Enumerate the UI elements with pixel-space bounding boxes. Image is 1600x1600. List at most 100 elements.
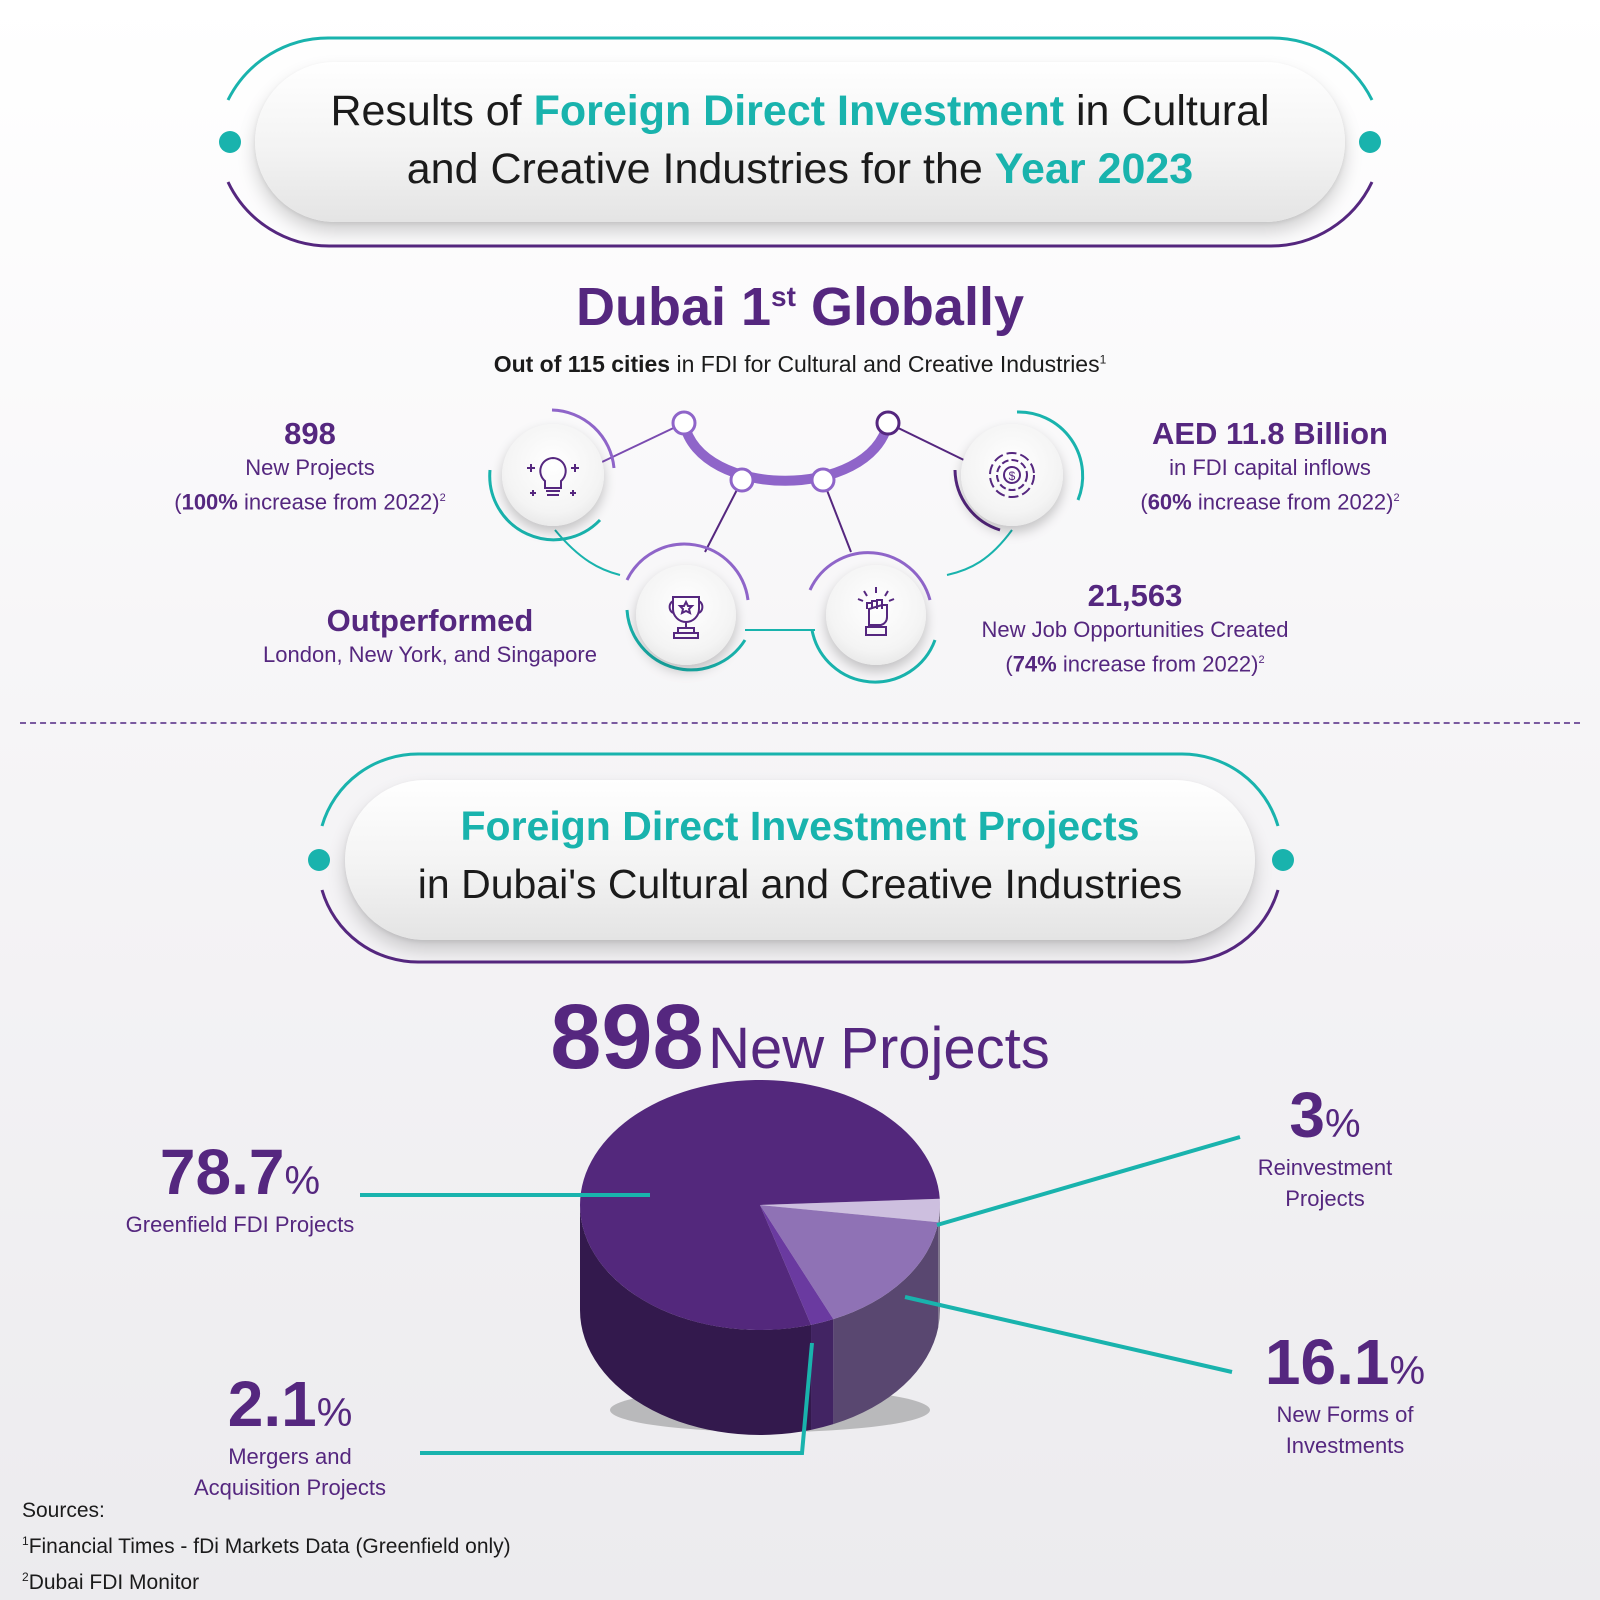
projects-circle <box>502 424 604 526</box>
label-reinvestment-line2: Projects <box>1285 1186 1365 1211</box>
capital-circle: $ <box>961 424 1063 526</box>
pct-reinvestment: 3 <box>1289 1079 1325 1151</box>
stat-jobs-label: New Job Opportunities Created <box>981 617 1289 642</box>
source-1-ref: 1 <box>22 1534 29 1548</box>
projects-total: 898 New Projects <box>0 985 1600 1090</box>
pie-slice-mergers-side <box>811 1319 834 1430</box>
page-title: Results of Foreign Direct Investment in … <box>255 82 1345 198</box>
pie-slice-reinvestment-side <box>938 1205 940 1328</box>
top-title-pill <box>255 62 1345 222</box>
stat-projects-pct-text: increase from 2022) <box>237 489 440 515</box>
banner-dot-left <box>219 131 241 153</box>
jobs-circle <box>826 565 926 665</box>
stat-outperformed: Outperformed London, New York, and Singa… <box>230 603 630 670</box>
label-mergers-line1: Mergers and <box>228 1444 352 1469</box>
source-1: Financial Times - fDi Markets Data (Gree… <box>28 1535 511 1558</box>
pct-mergers: 2.1 <box>227 1368 317 1440</box>
label-mergers-line2: Acquisition Projects <box>194 1475 386 1500</box>
stat-jobs-pct-text: increase from 2022) <box>1056 651 1259 677</box>
pct-symbol: % <box>1389 1349 1426 1393</box>
label-reinvestment-line1: Reinvestment <box>1257 1155 1393 1180</box>
label-newforms: 16.1% New Forms of Investments <box>1225 1325 1465 1461</box>
title-part: Results of <box>330 87 534 135</box>
sources-heading: Sources: <box>22 1499 105 1522</box>
stat-capital-value: AED 11.8 Billion <box>1151 416 1388 451</box>
pct-symbol: % <box>316 1391 353 1435</box>
ranking-title-sup: st <box>771 281 796 312</box>
pie-slice-greenfield <box>580 1080 940 1330</box>
title-part: in Cultural <box>1064 87 1270 135</box>
stat-jobs: 21,563 New Job Opportunities Created (74… <box>945 578 1325 679</box>
footnote-ref: 2 <box>439 492 446 504</box>
paren: ( <box>174 489 182 515</box>
stat-outperformed-value: Outperformed <box>326 603 534 638</box>
stat-projects-label: New Projects <box>245 455 375 480</box>
stat-capital-label: in FDI capital inflows <box>1169 455 1371 480</box>
projects-total-value: 898 <box>550 986 704 1088</box>
ranking-subtitle-sup: 1 <box>1099 352 1107 367</box>
paren: ( <box>1005 651 1013 677</box>
pct-symbol: % <box>284 1159 321 1203</box>
projects-total-label: New Projects <box>708 1016 1050 1081</box>
section-title-line1: Foreign Direct Investment Projects <box>460 803 1140 849</box>
section-divider <box>20 722 1580 724</box>
outperformed-circle <box>636 565 736 665</box>
pct-symbol: % <box>1325 1102 1361 1146</box>
banner2-dot-left <box>308 849 330 871</box>
pie-slice-newforms <box>760 1205 939 1320</box>
ranking-subtitle-text: in FDI for Cultural and Creative Industr… <box>670 351 1100 377</box>
stat-capital-pct: 60% <box>1147 489 1192 515</box>
stat-jobs-pct: 74% <box>1012 651 1057 677</box>
footnote-ref: 2 <box>1393 492 1400 504</box>
ranking-subtitle: Out of 115 cities in FDI for Cultural an… <box>0 351 1600 378</box>
source-2-ref: 2 <box>22 1570 29 1584</box>
stat-capital: AED 11.8 Billion in FDI capital inflows … <box>1090 416 1450 517</box>
ranking-title: Dubai 1st Globally <box>0 276 1600 338</box>
banner2-dot-right <box>1272 849 1294 871</box>
section-title-line2: in Dubai's Cultural and Creative Industr… <box>417 861 1183 907</box>
stat-outperformed-label: London, New York, and Singapore <box>263 642 597 667</box>
stat-projects-pct: 100% <box>181 489 238 515</box>
svg-text:$: $ <box>1009 469 1016 483</box>
stat-projects-value: 898 <box>284 416 336 451</box>
raised-fist-icon <box>857 587 895 636</box>
label-greenfield: 78.7% Greenfield FDI Projects <box>100 1135 380 1240</box>
top-banner-frame <box>226 36 1374 248</box>
title-part: and Creative Industries for the <box>406 145 995 193</box>
second-banner-frame <box>320 752 1280 964</box>
stats-network <box>488 408 1085 684</box>
pie-slice-mergers <box>760 1205 834 1325</box>
ranking-title-part: Globally <box>795 277 1024 337</box>
label-newforms-line1: New Forms of <box>1276 1402 1414 1427</box>
paren: ( <box>1140 489 1148 515</box>
source-2: Dubai FDI Monitor <box>28 1571 200 1594</box>
leader-mergers <box>420 1342 814 1455</box>
label-greenfield-text: Greenfield FDI Projects <box>125 1212 355 1237</box>
label-reinvestment: 3% Reinvestment Projects <box>1215 1078 1435 1214</box>
label-mergers: 2.1% Mergers and Acquisition Projects <box>160 1367 420 1503</box>
title-year: Year 2023 <box>994 145 1194 193</box>
pct-newforms: 16.1 <box>1264 1326 1390 1398</box>
lightbulb-icon <box>527 456 579 496</box>
leader-reinvestment <box>936 1135 1241 1227</box>
sources: Sources: 1Financial Times - fDi Markets … <box>22 1496 722 1598</box>
pie-slice-newforms-side <box>833 1222 939 1425</box>
ranking-title-part: Dubai 1 <box>575 277 772 337</box>
section-title: Foreign Direct Investment Projects in Du… <box>345 797 1255 913</box>
dollar-spiral-icon: $ <box>989 452 1035 498</box>
stat-projects: 898 New Projects (100% increase from 202… <box>140 416 480 517</box>
pie-chart <box>580 1080 940 1435</box>
leader-lines <box>360 1135 1241 1455</box>
label-newforms-line2: Investments <box>1285 1433 1405 1458</box>
pct-greenfield: 78.7 <box>159 1136 285 1208</box>
stat-capital-pct-text: increase from 2022) <box>1191 489 1394 515</box>
stat-jobs-value: 21,563 <box>1087 578 1183 613</box>
section-title-pill <box>345 780 1255 940</box>
leader-newforms <box>904 1295 1233 1374</box>
banner-dot-right <box>1359 131 1381 153</box>
pie-slice-reinvestment <box>760 1198 940 1223</box>
ranking-subtitle-bold: Out of 115 cities <box>493 351 671 377</box>
footnote-ref: 2 <box>1258 654 1265 666</box>
trophy-icon <box>668 596 704 639</box>
pie-slice-greenfield-side <box>580 1205 812 1435</box>
